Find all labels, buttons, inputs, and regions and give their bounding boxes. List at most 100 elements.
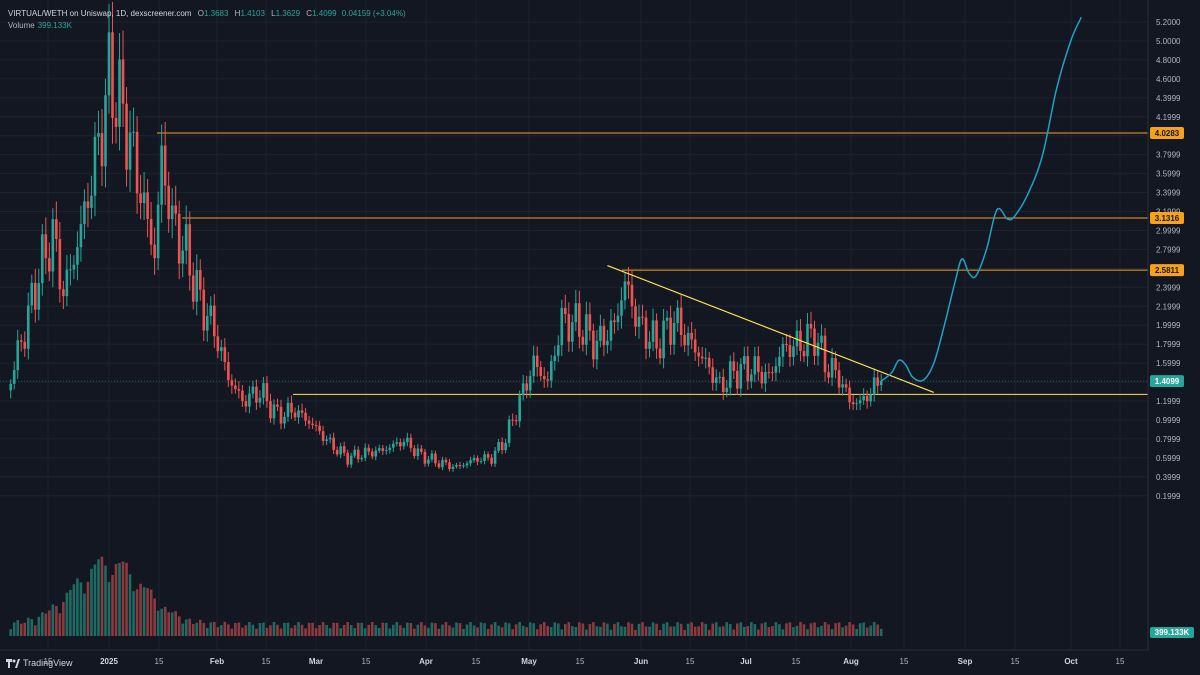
candle-body: [290, 402, 293, 413]
candle-body: [434, 453, 437, 464]
volume-bar: [655, 623, 658, 636]
volume-bar: [83, 593, 86, 636]
candle-body: [97, 133, 100, 137]
candle-body: [778, 356, 781, 367]
time-axis[interactable]: [0, 650, 1148, 675]
candle-body: [500, 442, 504, 451]
volume-bar: [757, 629, 760, 636]
horizontal-levels[interactable]: [157, 132, 1148, 395]
volume-bar: [48, 610, 51, 636]
price-tick-label: 1.5999: [1156, 359, 1181, 368]
volume-bar: [26, 617, 30, 636]
price-tick-label: 2.9999: [1156, 226, 1181, 235]
volume-bar: [272, 622, 276, 636]
symbol-label[interactable]: VIRTUAL/WETH on Uniswap, 1D, dexscreener…: [8, 9, 192, 18]
volume-bar: [23, 622, 27, 636]
last-price-tag-label: 1.4099: [1155, 377, 1180, 386]
candle-body: [809, 323, 813, 329]
candle-body: [346, 452, 349, 465]
volume-bar: [764, 622, 767, 636]
volume-bar: [634, 629, 637, 636]
volume-bar: [799, 622, 802, 636]
volume-bar: [367, 624, 371, 636]
time-axis-labels: 15 2025 15 Feb 15 Mar 15 Apr 15 May 15 Jun 15 Jul 15 Au…: [44, 657, 1125, 666]
volume-bar: [648, 626, 651, 636]
candle-body: [258, 397, 262, 403]
volume-label[interactable]: Volume: [8, 21, 35, 30]
volume-bar: [262, 622, 265, 636]
candle-body: [869, 394, 872, 402]
price-tick-label: 0.7999: [1156, 435, 1181, 444]
drawings[interactable]: [607, 16, 1082, 394]
price-tick-label: 5.2000: [1156, 18, 1181, 27]
descending-trendline[interactable]: [607, 264, 935, 394]
time-tick-label: Sep: [958, 657, 973, 666]
time-tick-label: 15: [900, 657, 909, 666]
volume-bar: [311, 622, 314, 636]
volume-bar: [827, 624, 830, 636]
candle-body: [205, 316, 209, 331]
candle-body: [111, 32, 114, 118]
candle-body: [349, 455, 353, 465]
volume-bar: [209, 622, 213, 636]
candle-body: [578, 303, 581, 337]
candle-body: [234, 385, 237, 390]
level-price-tag: [1150, 127, 1184, 140]
volume-bar: [149, 589, 153, 636]
projection-path[interactable]: [880, 16, 1082, 382]
candle-body: [19, 340, 23, 342]
candle-body: [683, 334, 686, 346]
volume-bar: [156, 610, 160, 636]
candle-body: [788, 345, 792, 357]
candle-body: [634, 306, 637, 327]
volume-bar: [721, 626, 725, 636]
volume-bar: [107, 581, 111, 636]
candle-body: [827, 372, 830, 378]
volume-bar: [497, 625, 500, 636]
time-tick-label: 15: [1011, 657, 1020, 666]
volume-bar: [507, 623, 511, 636]
volume-bar: [778, 624, 781, 636]
candle-body: [279, 406, 283, 424]
volume-bar: [806, 629, 809, 636]
candle-body: [202, 289, 206, 331]
volume-bar: [353, 628, 356, 636]
volume-bar: [511, 629, 514, 636]
volume-bar: [237, 622, 241, 636]
candle-body: [613, 320, 616, 323]
volume-bar: [118, 562, 121, 636]
candle-body: [665, 317, 669, 321]
volume-bar: [255, 628, 258, 636]
volume-bar: [104, 565, 107, 636]
candle-body: [686, 332, 690, 346]
candle-body: [399, 442, 402, 447]
candle-body: [771, 372, 774, 374]
volume-bar: [360, 622, 364, 636]
volume-bar: [293, 625, 297, 636]
volume-bar: [855, 628, 858, 636]
tradingview-logo[interactable]: TradingView: [6, 658, 73, 668]
candle-body: [486, 454, 490, 458]
volume-bar: [30, 619, 34, 636]
candle-body: [86, 201, 90, 208]
volume-bar: [746, 626, 750, 636]
volume-tag: [1150, 627, 1194, 638]
candle-body: [65, 269, 69, 297]
candle-body: [132, 131, 135, 133]
candle-body: [764, 372, 767, 384]
candle-body: [623, 281, 627, 301]
volume-bar: [606, 623, 609, 636]
price-axis[interactable]: [1148, 0, 1200, 650]
volume-bar: [448, 625, 451, 636]
candle-body: [223, 347, 227, 362]
volume-bar: [427, 627, 430, 636]
volume-bar: [862, 622, 865, 636]
volume-bar: [455, 622, 458, 636]
volume-bar: [816, 627, 820, 636]
candle-body: [507, 419, 511, 443]
candle-body: [549, 361, 553, 381]
candle-body: [532, 355, 536, 377]
candle-body: [795, 330, 799, 347]
volume-bar: [198, 619, 202, 636]
